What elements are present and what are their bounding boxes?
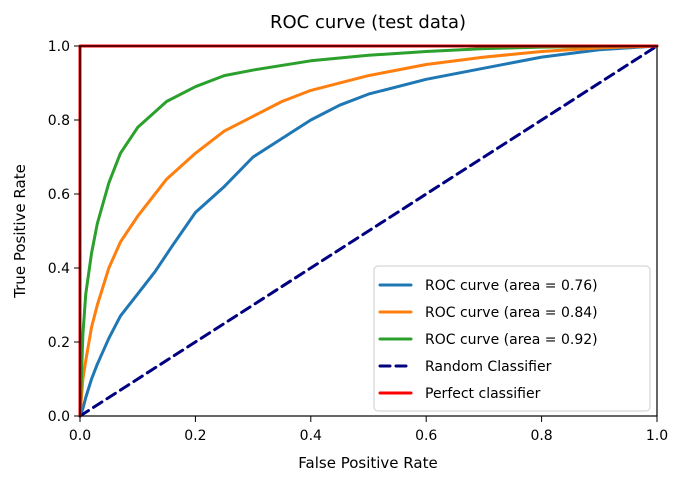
legend: ROC curve (area = 0.76) ROC curve (area =… bbox=[373, 265, 651, 412]
y-tick-label: 0.8 bbox=[48, 113, 70, 129]
x-tick-label: 0.0 bbox=[69, 428, 91, 444]
y-tick-label: 0.2 bbox=[48, 335, 70, 351]
series-line-roc-curve-area-0-76 bbox=[78, 44, 659, 418]
y-tick-label: 0.4 bbox=[48, 261, 70, 277]
y-axis-label: True Positive Rate bbox=[11, 164, 29, 299]
x-tick-label: 0.4 bbox=[300, 428, 322, 444]
series-line-roc-curve-area-0-92 bbox=[78, 44, 659, 418]
series-line-random-classifier bbox=[78, 44, 659, 418]
y-tick-label: 0.0 bbox=[48, 409, 70, 425]
legend-label-random-classifier: Random Classifier bbox=[425, 359, 552, 375]
legend-label-roc-curve-area-0-84: ROC curve (area = 0.84) bbox=[425, 305, 598, 321]
legend-box bbox=[373, 265, 651, 412]
legend-label-roc-curve-area-0-76: ROC curve (area = 0.76) bbox=[425, 278, 598, 294]
y-tick-label: 1.0 bbox=[48, 39, 70, 55]
axes-frame bbox=[79, 45, 658, 417]
x-axis-label: False Positive Rate bbox=[298, 454, 437, 472]
x-tick-label: 1.0 bbox=[646, 428, 668, 444]
series-line-roc-curve-area-0-84 bbox=[78, 44, 659, 418]
legend-label-roc-curve-area-0-92: ROC curve (area = 0.92) bbox=[425, 332, 598, 348]
x-tick-label: 0.8 bbox=[530, 428, 552, 444]
chart-title: ROC curve (test data) bbox=[270, 12, 466, 33]
x-tick-label: 0.6 bbox=[415, 428, 437, 444]
x-tick-label: 0.2 bbox=[184, 428, 206, 444]
y-tick-label: 0.6 bbox=[48, 187, 70, 203]
legend-label-perfect-classifier: Perfect classifier bbox=[425, 386, 541, 402]
axis-ticks: 0.0 0.2 0.4 0.6 0.8 1.0 0.0 0.2 0.4 0.6 0.8 1.0 bbox=[48, 39, 668, 444]
